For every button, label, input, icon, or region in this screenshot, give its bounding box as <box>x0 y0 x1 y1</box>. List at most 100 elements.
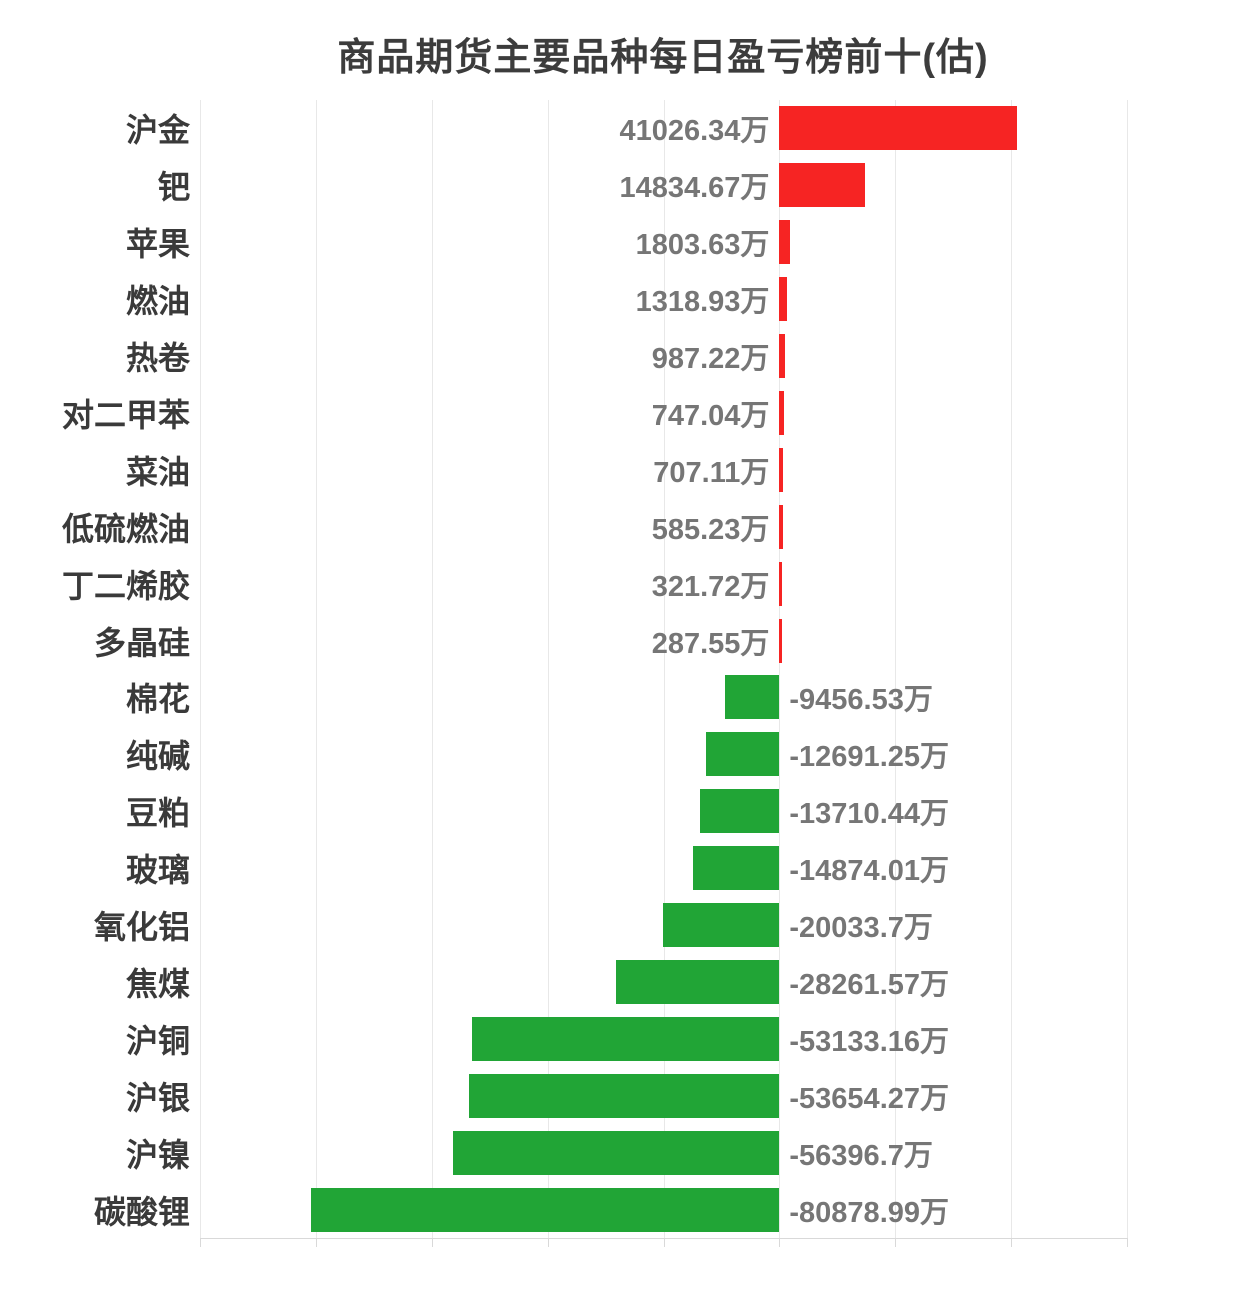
category-label: 苹果 <box>125 226 190 263</box>
value-label: 1318.93万 <box>635 286 770 319</box>
bar-negative <box>452 1130 780 1175</box>
chart-row: 沪金 41026.34万 <box>0 100 1246 157</box>
axis-tick <box>431 1239 433 1247</box>
bar-positive <box>779 163 866 208</box>
gridline <box>431 100 433 1238</box>
chart-row: 棉花 -9456.53万 <box>0 669 1246 726</box>
value-label: 287.55万 <box>651 627 770 660</box>
category-label: 热卷 <box>125 340 190 377</box>
category-label: 钯 <box>157 169 190 206</box>
category-label: 沪镍 <box>125 1136 190 1173</box>
bar-positive <box>779 106 1018 151</box>
chart-row: 沪铜 -53133.16万 <box>0 1010 1246 1067</box>
value-label: -53133.16万 <box>789 1025 950 1058</box>
plot-area <box>200 100 1243 1247</box>
value-label: -20033.7万 <box>789 912 933 945</box>
value-label: -13710.44万 <box>789 798 950 831</box>
bar-negative <box>468 1073 780 1118</box>
gridline <box>1127 100 1129 1238</box>
bar-negative <box>705 732 780 777</box>
chart-row: 丁二烯胶 321.72万 <box>0 555 1246 612</box>
category-label: 多晶硅 <box>93 624 190 661</box>
value-label: -9456.53万 <box>789 684 933 717</box>
value-label: 321.72万 <box>651 570 770 603</box>
axis-tick <box>200 1239 201 1247</box>
chart-row: 菜油 707.11万 <box>0 441 1246 498</box>
value-label: 707.11万 <box>653 456 770 489</box>
bar-negative <box>310 1187 780 1232</box>
value-label: -56396.7万 <box>789 1139 933 1172</box>
category-label: 棉花 <box>125 681 190 718</box>
x-axis-line <box>200 1238 1129 1239</box>
value-label: -12691.25万 <box>789 741 950 774</box>
chart-row: 玻璃 -14874.01万 <box>0 840 1246 897</box>
value-label: 987.22万 <box>651 343 770 376</box>
bar-negative <box>471 1016 780 1061</box>
axis-tick <box>547 1239 549 1247</box>
category-label: 沪金 <box>125 112 190 149</box>
category-label: 菜油 <box>125 453 190 490</box>
chart-row: 低硫燃油 585.23万 <box>0 498 1246 555</box>
category-label: 豆粕 <box>125 795 190 832</box>
value-label: -28261.57万 <box>789 968 950 1001</box>
category-label: 沪铜 <box>125 1022 190 1059</box>
bar-positive <box>779 334 786 379</box>
bar-negative <box>615 959 780 1004</box>
axis-tick <box>315 1239 317 1247</box>
bar-positive <box>779 447 784 492</box>
chart-title: 商品期货主要品种每日盈亏榜前十(估) <box>337 37 989 79</box>
bar-positive <box>779 561 782 606</box>
chart-row: 钯 14834.67万 <box>0 157 1246 214</box>
category-label: 玻璃 <box>125 852 190 889</box>
bar-negative <box>724 675 780 720</box>
chart-row: 纯碱 -12691.25万 <box>0 726 1246 783</box>
chart-row: 多晶硅 287.55万 <box>0 612 1246 669</box>
value-label: -14874.01万 <box>789 855 950 888</box>
value-label: 1803.63万 <box>635 229 770 262</box>
bar-negative <box>700 789 780 834</box>
value-label: 585.23万 <box>651 513 770 546</box>
bar-positive <box>779 390 784 435</box>
axis-tick <box>1011 1239 1013 1247</box>
value-label: -53654.27万 <box>789 1082 950 1115</box>
bar-positive <box>779 277 787 322</box>
chart-row: 对二甲苯 747.04万 <box>0 385 1246 442</box>
chart-row: 沪镍 -56396.7万 <box>0 1124 1246 1181</box>
category-label: 沪银 <box>125 1079 190 1116</box>
rows-layer: 沪金 41026.34万钯 14834.67万苹果 1803.63万燃油 1318.93… <box>0 100 1246 1238</box>
chart-row: 沪银 -53654.27万 <box>0 1067 1246 1124</box>
gridline <box>663 100 665 1238</box>
category-label: 碳酸锂 <box>93 1193 190 1230</box>
gridline <box>315 100 317 1238</box>
value-label: 747.04万 <box>651 399 770 432</box>
bar-positive <box>779 618 782 663</box>
chart-row: 热卷 987.22万 <box>0 328 1246 385</box>
axis-tick <box>779 1239 781 1247</box>
bar-positive <box>779 220 790 265</box>
gridline <box>547 100 549 1238</box>
bar-positive <box>779 504 783 549</box>
bar-negative <box>663 903 780 948</box>
category-label: 对二甲苯 <box>61 396 190 433</box>
chart-row: 豆粕 -13710.44万 <box>0 783 1246 840</box>
axis-tick <box>1127 1239 1129 1247</box>
category-label: 焦煤 <box>125 965 190 1002</box>
gridline <box>895 100 897 1238</box>
value-label: 41026.34万 <box>619 115 770 148</box>
chart-row: 燃油 1318.93万 <box>0 271 1246 328</box>
chart-row: 焦煤 -28261.57万 <box>0 954 1246 1011</box>
gridline <box>200 100 201 1238</box>
chart-row: 苹果 1803.63万 <box>0 214 1246 271</box>
axis-tick <box>895 1239 897 1247</box>
gridline <box>1011 100 1013 1238</box>
category-label: 氧化铝 <box>93 909 190 946</box>
category-label: 纯碱 <box>125 738 190 775</box>
chart-row: 氧化铝 -20033.7万 <box>0 897 1246 954</box>
category-label: 丁二烯胶 <box>61 567 190 604</box>
axis-tick <box>663 1239 665 1247</box>
chart-row: 碳酸锂 -80878.99万 <box>0 1181 1246 1238</box>
bar-negative <box>693 846 780 891</box>
category-label: 燃油 <box>125 283 190 320</box>
zero-gridline <box>779 100 781 1238</box>
